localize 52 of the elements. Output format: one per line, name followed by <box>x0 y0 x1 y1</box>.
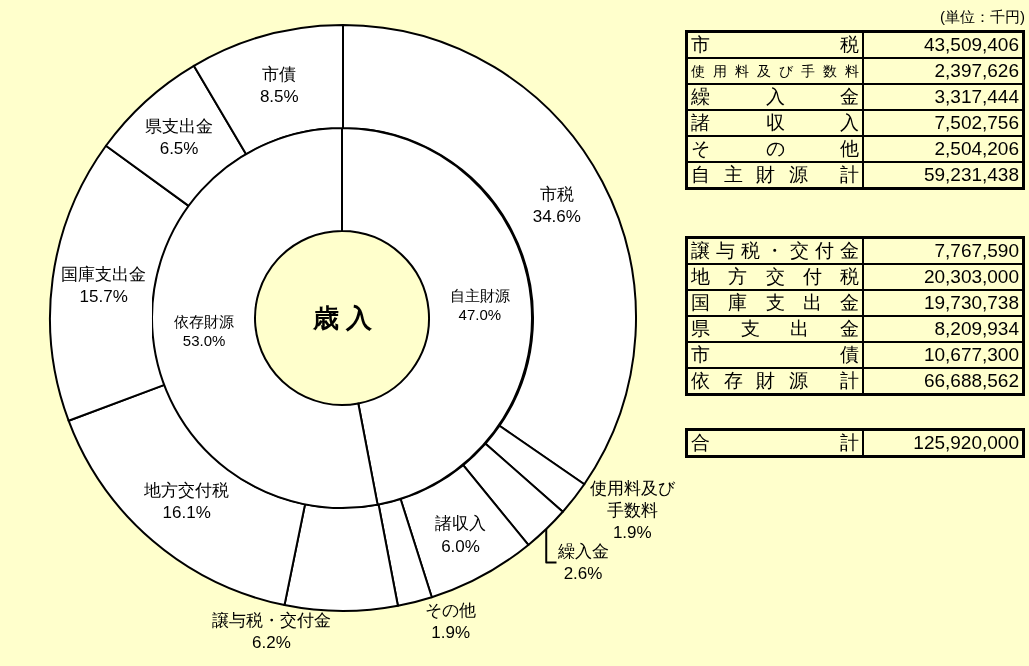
text: 43,509,406 <box>923 34 1019 55</box>
category-label: その他 <box>686 136 863 162</box>
text: 59,231,438 <box>923 164 1019 185</box>
category-label: 使用料及び手数料 <box>686 58 863 84</box>
text: 2,397,626 <box>934 60 1019 81</box>
category-label: 市債 <box>686 342 863 368</box>
data-label: 2.6% <box>563 563 603 583</box>
text: 2,504,206 <box>934 138 1019 159</box>
slice-label: 繰入金 <box>556 541 609 561</box>
data-label: 8.5% <box>259 86 299 106</box>
category-label: 譲与税・交付金 <box>686 237 863 264</box>
slice-label: 市税 <box>539 185 574 205</box>
slice-label: 譲与税・交付金 <box>211 610 331 630</box>
slice-label: 使用料及び手数料 <box>589 478 676 520</box>
category-label: 繰入金 <box>686 84 863 110</box>
text: 10,677,300 <box>923 344 1019 365</box>
category-label: 地方交付税 <box>686 264 863 290</box>
slice-label: 地方交付税 <box>143 481 230 501</box>
category-label: 合計 <box>686 429 863 457</box>
text: 7,767,590 <box>934 240 1019 261</box>
slice-label: 依存財源 <box>174 312 235 330</box>
data-label: 16.1% <box>162 503 211 523</box>
slice-label: 諸収入 <box>435 514 487 534</box>
data-label: 6.0% <box>441 536 480 556</box>
text: 7,502,756 <box>934 112 1019 133</box>
data-label: 34.6% <box>532 207 581 227</box>
data-label: 53.0% <box>182 332 226 350</box>
slice-label: 国庫支出金 <box>61 264 147 284</box>
category-label: 依存財源 計 <box>686 368 863 395</box>
text: 20,303,000 <box>923 266 1019 287</box>
data-label: 15.7% <box>79 287 128 307</box>
slice-label: 県支出金 <box>145 117 214 137</box>
text: 3,317,444 <box>934 86 1019 107</box>
category-label: 自主財源 計 <box>686 162 863 189</box>
text: 19,730,738 <box>923 292 1019 313</box>
slice-label: 自主財源 <box>449 286 510 304</box>
data-label: 1.9% <box>612 522 652 542</box>
slice-label: その他 <box>425 600 477 620</box>
text: 66,688,562 <box>923 370 1019 391</box>
slice-label: 市債 <box>262 64 297 84</box>
category-label: 諸収入 <box>686 110 863 136</box>
data-label: 6.5% <box>159 139 199 159</box>
data-label: 47.0% <box>458 306 502 324</box>
category-label: 県支出金 <box>686 316 863 342</box>
category-label: 市税 <box>686 31 863 58</box>
data-label: 6.2% <box>252 633 291 653</box>
text: 8,209,934 <box>934 318 1019 339</box>
category-label: 国庫支出金 <box>686 290 863 316</box>
text: (単位：千円) <box>939 8 1025 27</box>
text: 歳 入 <box>312 303 374 333</box>
text: 125,920,000 <box>913 432 1019 453</box>
data-label: 1.9% <box>431 622 471 642</box>
